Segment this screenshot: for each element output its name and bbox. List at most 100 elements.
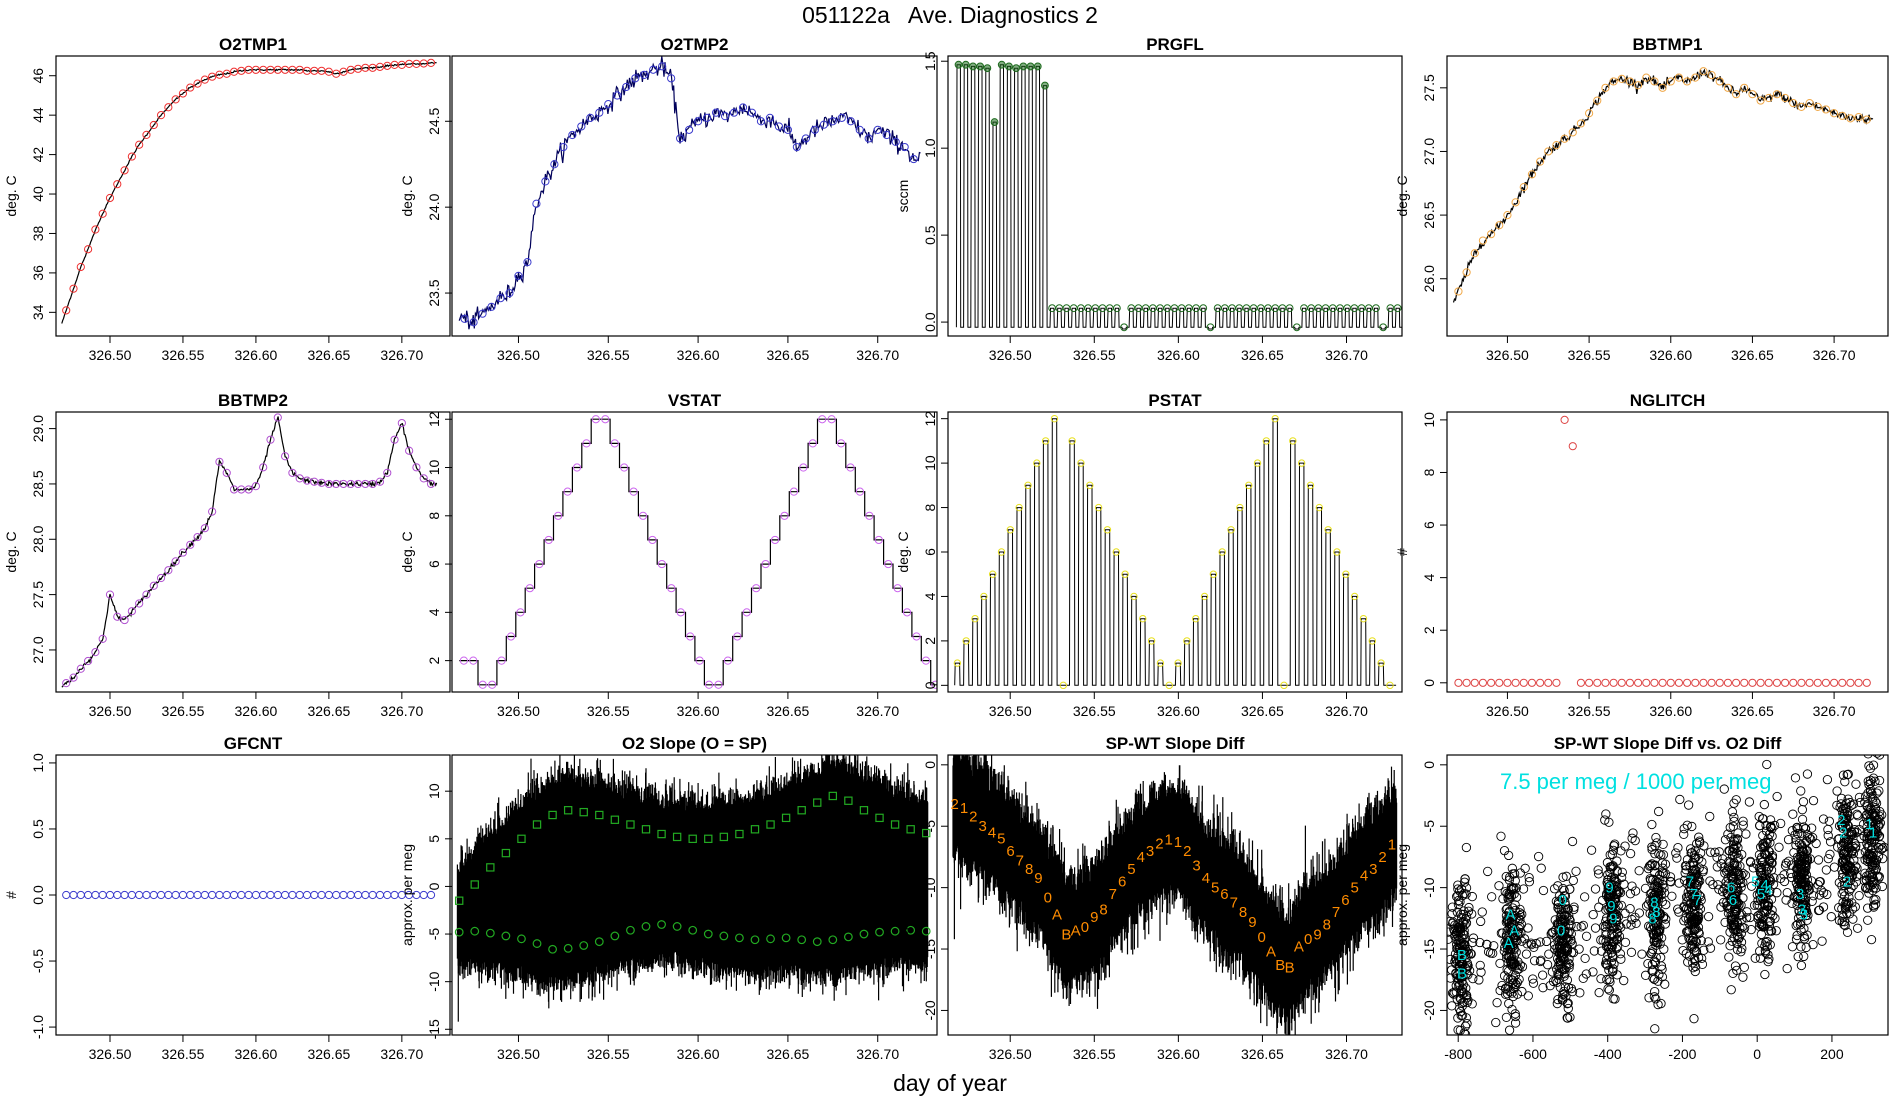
data-point-bbtmp2: [288, 468, 297, 477]
series-line-bbtmp2: [61, 416, 438, 688]
data-point-spwt_vs_o2: [1690, 946, 1700, 956]
data-point-spwt_vs_o2: [1796, 853, 1806, 863]
data-point-spwt_vs_o2: [1673, 904, 1683, 914]
data-point-vstat: [582, 439, 591, 448]
data-point-spwt_vs_o2: [1568, 947, 1579, 958]
data-point-spwt_vs_o2: [1764, 926, 1774, 936]
data-point-bbtmp2: [113, 612, 122, 621]
data-point-pstat: [1377, 659, 1385, 667]
data-point-vstat: [723, 656, 733, 665]
data-point-spwt_vs_o2: [1673, 843, 1683, 853]
data-point-spwt_vs_o2: [1798, 797, 1809, 807]
data-point-spwt_vs_o2: [1538, 970, 1548, 980]
panel-title-o2slope: O2 Slope (O = SP): [622, 734, 767, 753]
upper-marker-o2slope: [486, 863, 495, 872]
data-point-nglitch: [1756, 678, 1765, 687]
y-tick-label: -20: [922, 1000, 938, 1020]
data-point-gfcnt: [390, 890, 399, 900]
data-point-o2tmp1: [69, 284, 78, 293]
data-point-spwt_vs_o2: [1682, 879, 1692, 889]
data-point-spwt_vs_o2: [1699, 945, 1709, 955]
data-point-spwt_vs_o2: [1839, 917, 1850, 927]
data-point-spwt_vs_o2: [1866, 934, 1877, 945]
data-point-spwt_vs_o2: [1501, 871, 1511, 882]
data-point-nglitch: [1789, 678, 1798, 687]
data-label-spwt_vs_o2: 8: [1648, 910, 1656, 927]
data-point-spwt_vs_o2: [1508, 983, 1518, 994]
data-point-spwt_vs_o2: [1742, 907, 1752, 917]
panel-title-o2tmp1: O2TMP1: [219, 35, 287, 54]
lower-marker-o2slope: [843, 932, 853, 942]
x-tick-label: 326.60: [235, 1046, 278, 1062]
data-point-spwt_vs_o2: [1874, 775, 1885, 786]
data-point-spwt_vs_o2: [1870, 808, 1880, 818]
data-point-spwt_vs_o2: [1612, 942, 1623, 952]
data-point-spwt_vs_o2: [1799, 907, 1810, 917]
y-tick-label: -1.0: [30, 1015, 46, 1039]
data-point-spwt_vs_o2: [1667, 891, 1677, 901]
data-point-spwt_vs_o2: [1862, 800, 1872, 810]
data-point-spwt_vs_o2: [1626, 920, 1636, 930]
data-point-bbtmp1: [1658, 83, 1667, 92]
data-point-bbtmp1: [1527, 170, 1537, 179]
data-point-spwt_vs_o2: [1593, 865, 1603, 875]
data-point-spwt_vs_o2: [1619, 975, 1629, 986]
data-point-bbtmp1: [1642, 73, 1651, 82]
data-point-spwt_vs_o2: [1823, 824, 1833, 835]
data-point-pstat: [1033, 459, 1041, 467]
data-point-spwt_vs_o2: [1792, 930, 1802, 941]
data-point-prgfl: [954, 60, 963, 69]
data-point-spwt_vs_o2: [1665, 872, 1676, 882]
data-label-spwt: 0: [1044, 889, 1052, 906]
data-point-spwt_vs_o2: [1734, 900, 1744, 910]
data-point-spwt_vs_o2: [1649, 992, 1660, 1002]
data-label-spwt: 1: [1164, 832, 1172, 849]
data-point-spwt_vs_o2: [1504, 1025, 1515, 1035]
data-point-spwt_vs_o2: [1483, 866, 1493, 877]
data-point-spwt_vs_o2: [1605, 898, 1615, 908]
panel-vstat: VSTAT deg. C 326.50 326.55 326.60 326.65 326.7…: [399, 391, 938, 719]
data-point-pstat: [1306, 481, 1315, 490]
data-point-prgfl: [1416, 305, 1423, 312]
data-point-bbtmp2: [397, 418, 406, 428]
plot-area-o2slope: [454, 755, 931, 1022]
data-point-nglitch: [1576, 678, 1586, 687]
data-point-gfcnt: [273, 890, 282, 900]
lower-marker-o2slope: [719, 931, 729, 941]
data-point-spwt_vs_o2: [1841, 901, 1852, 911]
data-point-spwt_vs_o2: [1601, 958, 1611, 969]
data-point-spwt_vs_o2: [1875, 811, 1885, 821]
y-tick-label: 1.0: [922, 138, 938, 158]
data-point-spwt_vs_o2: [1729, 888, 1739, 899]
data-point-spwt_vs_o2: [1611, 887, 1621, 897]
data-point-spwt_vs_o2: [1776, 818, 1786, 829]
data-point-spwt_vs_o2: [1605, 868, 1615, 878]
data-point-prgfl: [1012, 64, 1021, 73]
data-label-spwt: 8: [1025, 861, 1033, 878]
data-point-vstat: [846, 463, 855, 472]
data-point-spwt_vs_o2: [1609, 910, 1619, 921]
y-axis-label-spwt: approx. per meg: [895, 844, 911, 946]
data-point-spwt_vs_o2: [1524, 877, 1535, 887]
data-point-vstat: [667, 584, 676, 593]
data-point-spwt_vs_o2: [1860, 883, 1871, 893]
data-point-spwt_vs_o2: [1790, 830, 1800, 840]
x-tick-label: 326.70: [1813, 703, 1856, 719]
data-point-nglitch: [1658, 678, 1667, 687]
data-point-spwt_vs_o2: [1556, 936, 1567, 946]
data-point-spwt_vs_o2: [1657, 896, 1667, 907]
data-point-spwt_vs_o2: [1797, 814, 1808, 825]
series-line-vstat: [459, 418, 937, 686]
data-point-spwt_vs_o2: [1621, 919, 1632, 929]
y-axis-label-prgfl: sccm: [895, 180, 911, 213]
data-point-spwt_vs_o2: [1613, 912, 1623, 922]
data-point-spwt_vs_o2: [1808, 891, 1819, 901]
y-tick-label: 8: [426, 512, 442, 520]
data-label-spwt: 0: [1304, 931, 1312, 948]
data-point-o2tmp2: [909, 154, 918, 164]
data-point-spwt_vs_o2: [1762, 936, 1772, 947]
data-point-bbtmp2: [266, 435, 275, 444]
data-point-vstat: [761, 559, 770, 569]
data-point-nglitch: [1511, 678, 1520, 687]
data-point-spwt_vs_o2: [1463, 970, 1473, 980]
